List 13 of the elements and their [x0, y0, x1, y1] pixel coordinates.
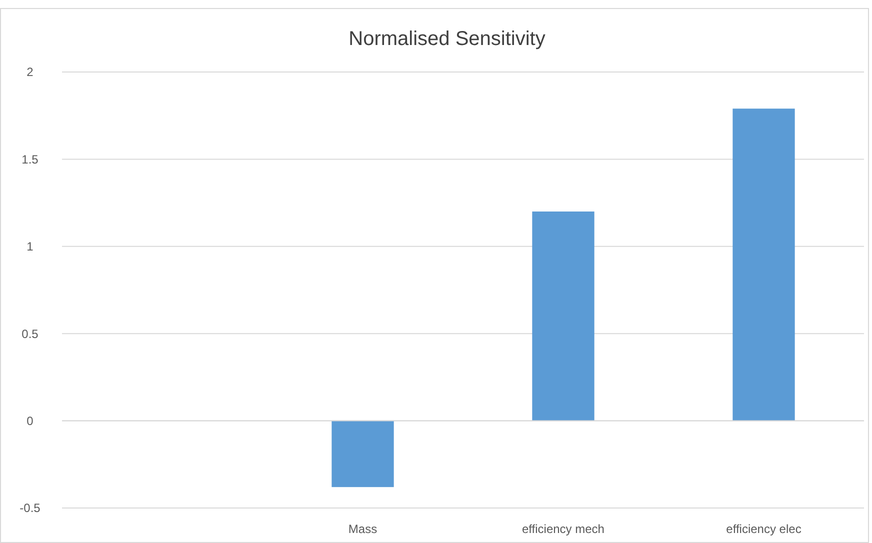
y-tick-label: -0.5	[20, 501, 41, 516]
bar	[532, 212, 594, 421]
y-tick-label: 1.5	[22, 152, 39, 166]
y-tick-label: 1	[26, 240, 34, 254]
bar	[732, 108, 795, 421]
y-tick-label: 2	[26, 65, 34, 80]
bar	[332, 420, 394, 488]
x-tick-label: efficiency mech	[522, 522, 604, 536]
y-tick-label: 0	[26, 414, 34, 428]
y-tick-label: 0.5	[22, 326, 39, 341]
x-tick-label: Mass	[348, 522, 378, 536]
chart-title: Normalised Sensitivity	[348, 28, 546, 50]
x-tick-label: efficiency elec	[726, 522, 802, 536]
